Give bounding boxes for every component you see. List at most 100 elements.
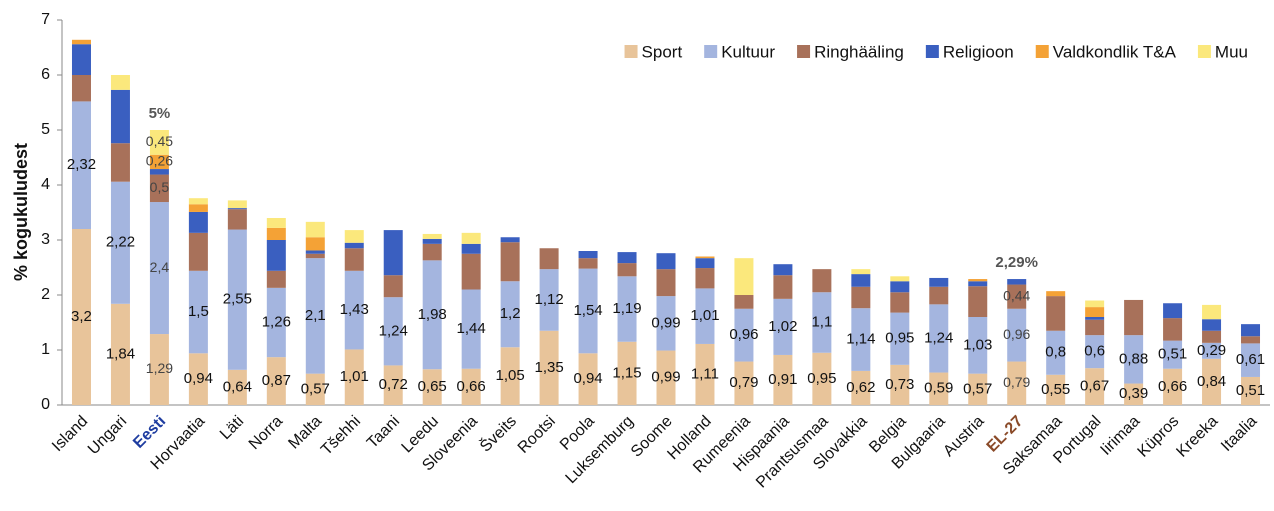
data-label: 0,44 [1003, 287, 1030, 303]
bar-segment [851, 269, 871, 275]
bar-segment [1046, 330, 1066, 375]
bar-segment [266, 227, 286, 240]
data-label: 1,11 [691, 365, 719, 382]
data-label: 2,1 [305, 307, 326, 324]
data-label: 1,26 [262, 313, 291, 330]
bar-segment [656, 253, 676, 270]
bar-segment [305, 221, 325, 238]
data-label: 0,29 [1197, 342, 1226, 359]
bar-segment [812, 292, 832, 353]
data-label: 0,99 [651, 314, 680, 331]
bar-segment [968, 317, 988, 374]
data-label: 1,1 [811, 313, 832, 330]
bar-segment [773, 275, 793, 299]
bar-segment [968, 279, 988, 282]
legend-swatch [1197, 45, 1211, 58]
bar-segment [461, 243, 481, 254]
bar-segment [812, 352, 832, 405]
bar-segment [1124, 383, 1144, 405]
legend-swatch [1035, 45, 1049, 58]
bar-segment [461, 253, 481, 290]
bar-segment [734, 258, 754, 295]
bar-segment [71, 229, 91, 405]
bar-segment [1007, 284, 1027, 309]
bar-segment [1085, 368, 1105, 405]
bar-segment [461, 368, 481, 405]
data-label: 1,15 [612, 364, 641, 381]
bar-segment [188, 204, 208, 212]
bar-segment [110, 75, 130, 90]
bar-segment [71, 44, 91, 75]
data-label: 0,94 [184, 370, 213, 387]
bar-segment [305, 250, 325, 254]
bar-segment [1046, 296, 1066, 331]
data-label: 0,26 [146, 153, 173, 169]
bar-segment [1202, 304, 1222, 320]
data-label: 0,66 [457, 378, 486, 395]
bar-segment [188, 270, 208, 354]
data-label: 0,51 [1158, 346, 1187, 363]
bar-segment [851, 274, 871, 287]
bar-segment [1202, 319, 1222, 331]
bar-segment [188, 211, 208, 233]
bar-segment [734, 295, 754, 309]
data-label: 0,57 [301, 380, 330, 397]
bar-segment [890, 292, 910, 313]
bar-segment [1085, 307, 1105, 317]
bar-segment [1241, 343, 1261, 377]
data-label: 1,12 [534, 291, 563, 308]
bar-segment [1007, 308, 1027, 362]
data-label: 1,98 [418, 306, 447, 323]
bar-segment [890, 276, 910, 282]
bar-segment [968, 373, 988, 405]
bar-segment [110, 89, 130, 144]
data-label: 0,55 [1041, 381, 1070, 398]
bar-segment [1163, 340, 1183, 369]
bar-segment [1163, 303, 1183, 319]
bar-segment [578, 268, 598, 354]
bar-segment [656, 296, 676, 351]
bar-segment [578, 258, 598, 269]
bar-segment [1241, 376, 1261, 405]
bar-segment [656, 350, 676, 405]
data-label: 1,5 [188, 303, 209, 320]
bar-segment [1007, 361, 1027, 405]
bar-segment [149, 202, 169, 335]
data-label: 1,84 [106, 345, 135, 362]
data-label: 1,43 [340, 301, 369, 318]
y-tick-label: 0 [41, 396, 50, 413]
bar-segment [1163, 318, 1183, 341]
x-tick-label: Šveits [476, 411, 520, 455]
data-label: 0,59 [924, 380, 953, 397]
data-label: 0,87 [262, 372, 291, 389]
data-label: 0,5 [150, 179, 170, 195]
bar-segment [71, 39, 91, 45]
data-label: 0,96 [1003, 326, 1030, 342]
bar-segment [890, 312, 910, 365]
data-label: 1,29 [146, 360, 173, 376]
data-label: 0,8 [1045, 344, 1066, 361]
legend-swatch [624, 45, 638, 58]
bar-segment [383, 230, 403, 276]
x-tick-label: Ungari [85, 413, 130, 458]
data-label: 1,24 [924, 329, 953, 346]
data-label: 0,6 [1084, 343, 1105, 360]
bar-segment [851, 370, 871, 405]
data-label: 1,24 [379, 322, 408, 339]
bar-segment [305, 258, 325, 374]
x-tick-label: Island [49, 413, 91, 455]
bar-segment [383, 275, 403, 298]
data-label: 1,02 [768, 318, 797, 335]
bar-segment [929, 372, 949, 405]
bar-segment [266, 218, 286, 228]
bar-segment [695, 258, 715, 269]
data-label: 0,57 [963, 380, 992, 397]
legend-label: Ringhääling [814, 42, 904, 61]
bar-segment [851, 308, 871, 371]
bar-segment [500, 237, 520, 243]
x-tick-label: Rootsi [515, 413, 559, 457]
bar-segment [539, 269, 559, 331]
bar-segment [71, 101, 91, 229]
data-label: 0,91 [768, 371, 797, 388]
